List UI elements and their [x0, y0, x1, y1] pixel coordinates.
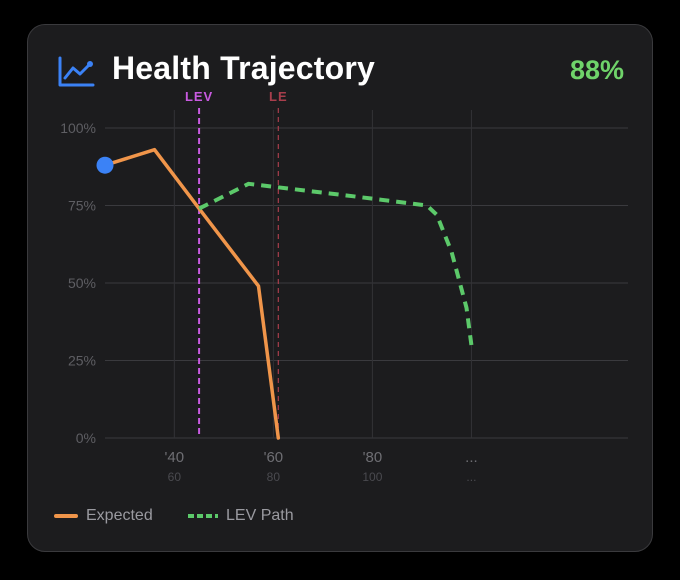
x-tick-label: '80	[363, 449, 383, 466]
health-percent-value: 88%	[569, 55, 624, 85]
legend-item-expected: Expected	[54, 505, 153, 527]
x-tick-sublabel: 80	[267, 470, 281, 484]
y-tick-label: 75%	[68, 198, 96, 214]
legend-swatch-lev-path	[188, 514, 218, 518]
legend-item-lev-path: LEV Path	[188, 505, 294, 527]
x-tick-sublabel: 100	[362, 470, 382, 484]
x-tick-label: ...	[465, 449, 478, 466]
y-tick-label: 50%	[68, 275, 96, 291]
x-tick-label: '40	[165, 449, 185, 466]
marker-label-lev: LEV	[185, 89, 213, 104]
y-tick-label: 100%	[60, 120, 96, 136]
x-tick-label: '60	[264, 449, 284, 466]
legend-label-lev-path: LEV Path	[226, 507, 294, 524]
x-tick-sublabel: ...	[466, 470, 476, 484]
current-point-marker	[96, 156, 114, 174]
line-chart-icon	[58, 56, 95, 87]
y-tick-label: 0%	[76, 430, 96, 446]
health-trajectory-card	[27, 24, 653, 552]
marker-label-le: LE	[269, 89, 288, 104]
series-line-expected	[103, 147, 281, 440]
y-tick-label: 25%	[68, 353, 96, 369]
card-title: Health Trajectory	[112, 50, 376, 86]
x-tick-sublabel: 60	[168, 470, 182, 484]
series-line-lev-path	[198, 181, 474, 346]
legend-label-expected: Expected	[86, 507, 153, 524]
legend-swatch-expected	[54, 514, 78, 518]
